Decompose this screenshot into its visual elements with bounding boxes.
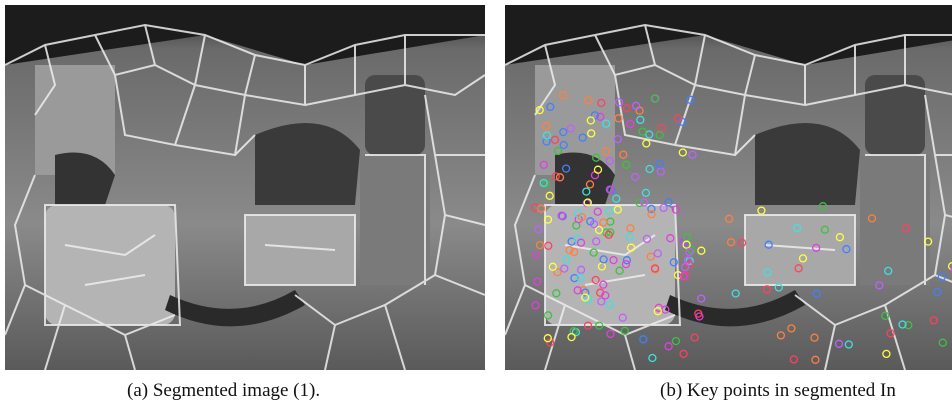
keypoints-image bbox=[505, 5, 952, 370]
segmented-image bbox=[5, 5, 485, 370]
caption: (b) Key points in segmented In bbox=[660, 380, 896, 402]
caption: (a) Segmented image (1). bbox=[127, 380, 320, 402]
figure: (a) Segmented image (1). (b) Key points … bbox=[0, 0, 952, 410]
figure-images bbox=[0, 0, 952, 375]
